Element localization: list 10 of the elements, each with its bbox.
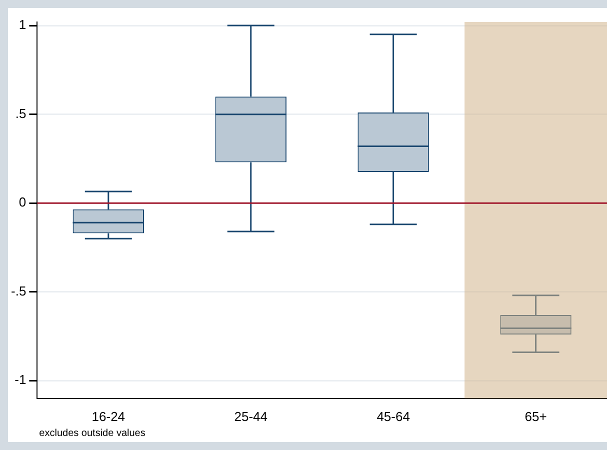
x-tick-label: 16-24 xyxy=(92,408,126,424)
y-tick-label: 1 xyxy=(18,17,26,32)
x-tick-label: 65+ xyxy=(524,408,547,424)
y-tick-label: -1 xyxy=(14,372,26,388)
x-tick-label: 25-44 xyxy=(234,408,268,424)
x-tick-label: 45-64 xyxy=(376,408,410,424)
text: excludes outside values xyxy=(39,428,146,439)
y-tick-label: .5 xyxy=(15,106,26,121)
y-tick-label: 0 xyxy=(18,194,26,210)
y-tick-label: -.5 xyxy=(11,283,26,298)
